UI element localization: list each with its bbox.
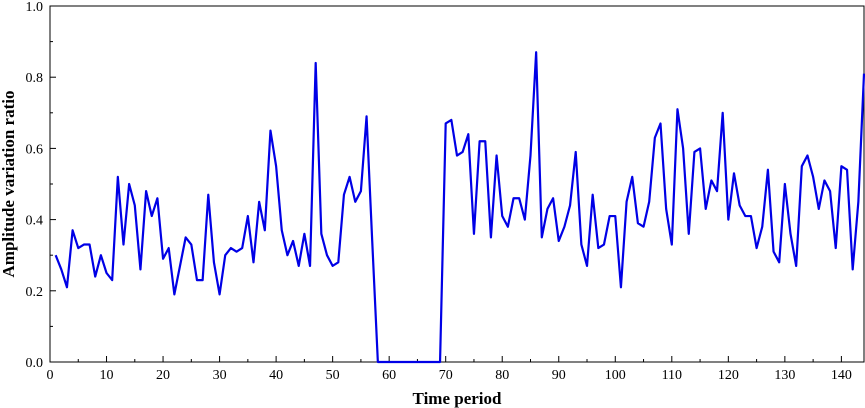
- x-axis: 0 10 20 30 40 50 60 70 80 90 100 110 120 130 140: [47, 356, 852, 383]
- x-tick-label: 120: [718, 368, 739, 383]
- plot-frame-border: [49, 5, 865, 363]
- x-tick-label: 140: [831, 368, 852, 383]
- x-tick-label: 0: [47, 368, 54, 383]
- x-tick-label: 110: [662, 368, 682, 383]
- series-layer: [54, 51, 865, 364]
- y-tick-label: 0.6: [26, 142, 44, 157]
- x-tick-label: 100: [605, 368, 626, 383]
- x-tick-label: 60: [382, 368, 396, 383]
- plot-area: [49, 5, 865, 363]
- y-tick-label: 0.8: [26, 71, 44, 86]
- x-tick-label: 70: [439, 368, 453, 383]
- x-tick-label: 40: [269, 368, 283, 383]
- y-tick-label: 1.0: [26, 0, 44, 15]
- y-tick-label: 0.4: [26, 214, 44, 229]
- x-tick-label: 20: [156, 368, 170, 383]
- x-tick-label: 130: [774, 368, 795, 383]
- y-axis-title: Amplitude variation ratio: [0, 91, 18, 278]
- x-tick-label: 30: [213, 368, 227, 383]
- x-tick-label: 90: [552, 368, 566, 383]
- y-axis: 0.0 0.2 0.4 0.6 0.8 1.0: [26, 0, 56, 371]
- x-axis-title: Time period: [413, 389, 502, 408]
- y-tick-label: 0.0: [26, 356, 44, 371]
- y-tick-label: 0.2: [26, 285, 44, 300]
- x-tick-label: 80: [495, 368, 509, 383]
- x-tick-label: 10: [100, 368, 114, 383]
- series-line: [54, 51, 865, 364]
- x-tick-label: 50: [326, 368, 340, 383]
